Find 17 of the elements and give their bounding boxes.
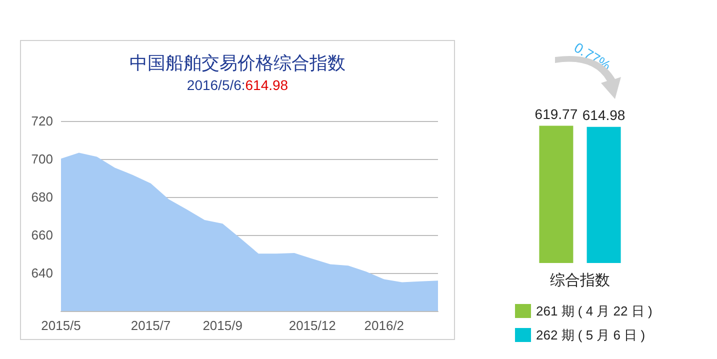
y-tick-label: 720 [31, 114, 53, 128]
x-tick-label: 2015/5 [41, 318, 81, 333]
x-tick-label: 综合指数 [550, 272, 610, 289]
data-label: 619.77 [534, 106, 578, 122]
x-tick-label: 2016/2 [364, 318, 404, 333]
x-tick-label: 2015/12 [288, 318, 336, 333]
y-tick-label: 640 [31, 266, 53, 280]
legend-label: 261 期 ( 4 月 22 日 ) [536, 304, 652, 318]
x-tick-label: 2015/7 [130, 318, 171, 333]
chart-title: 中国船舶交易价格综合指数 [130, 53, 346, 73]
chart-subtitle: 2016/5/6:614.98 [186, 77, 288, 93]
y-tick-label: 700 [31, 152, 53, 166]
legend-label: 262 期 ( 5 月 6 日 ) [536, 328, 646, 342]
x-tick-label: 2015/9 [202, 318, 242, 333]
y-tick-label: 680 [31, 190, 53, 204]
data-label: 614.98 [582, 106, 626, 123]
y-tick-label: 660 [31, 228, 53, 242]
